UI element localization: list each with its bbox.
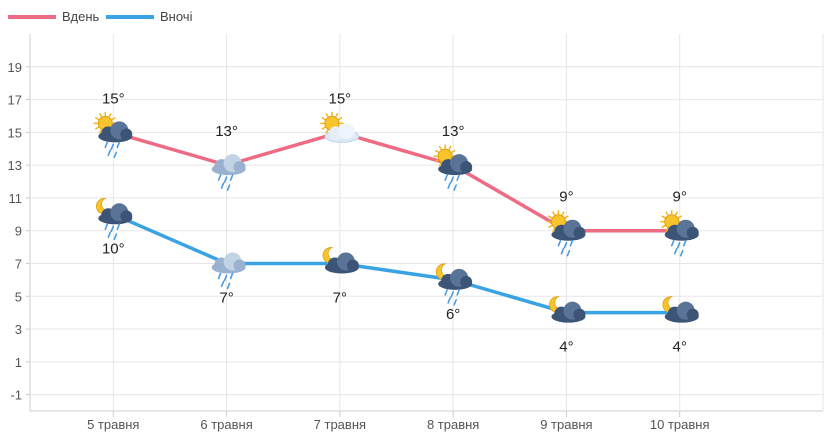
series-line-day[interactable]	[111, 130, 682, 233]
x-tick-label: 9 травня	[540, 417, 592, 432]
data-label-night: 7°	[333, 289, 347, 306]
x-tick-label: 10 травня	[650, 417, 710, 432]
legend-label-night[interactable]: Вночі	[160, 9, 193, 24]
data-label-day: 9°	[559, 189, 573, 206]
sun-cloud-rain-icon	[433, 144, 473, 191]
moon-cloud-rain-icon	[95, 197, 133, 241]
y-tick-label: 17	[8, 93, 22, 108]
data-label-night: 6°	[446, 306, 460, 323]
x-tick-label: 8 травня	[427, 417, 479, 432]
y-tick-label: 1	[15, 355, 22, 370]
legend-label-day[interactable]: Вдень	[62, 9, 100, 24]
sun-cloud-rain-icon	[93, 111, 133, 159]
y-tick-label: 7	[15, 256, 22, 271]
data-label-day: 13°	[442, 123, 465, 140]
x-tick-label: 5 травня	[87, 417, 139, 432]
moon-cloud-icon	[549, 296, 586, 323]
y-tick-label: -1	[10, 388, 22, 403]
data-label-night: 10°	[102, 240, 125, 257]
y-tick-label: 3	[15, 322, 22, 337]
sun-cloud-rain-icon	[546, 209, 586, 257]
sun-cloud-icon	[320, 111, 360, 143]
data-label-day: 15°	[102, 90, 125, 107]
data-label-night: 7°	[219, 289, 233, 306]
moon-cloud-icon	[662, 296, 699, 323]
chart-legend[interactable]: Вдень Вночі	[8, 9, 193, 24]
y-tick-label: 5	[15, 289, 22, 304]
y-tick-label: 11	[9, 191, 23, 206]
y-tick-label: 13	[8, 158, 22, 173]
data-label-day: 9°	[673, 189, 687, 206]
y-tick-label: 9	[15, 224, 22, 239]
x-tick-label: 7 травня	[314, 417, 366, 432]
data-label-night: 4°	[673, 339, 687, 356]
data-label-day: 13°	[215, 123, 238, 140]
cloud-rain-icon	[211, 154, 246, 191]
data-label-day: 15°	[329, 90, 352, 107]
y-tick-label: 19	[8, 60, 22, 75]
moon-cloud-rain-icon	[435, 263, 473, 306]
cloud-rain-icon	[211, 252, 246, 290]
x-tick-label: 6 травня	[200, 417, 252, 432]
data-label-night: 4°	[559, 339, 573, 356]
plot-area: 15° 13° 15° 13° 9° 9° 10° 7° 7° 6° 4° 4°	[93, 90, 699, 356]
moon-cloud-icon	[322, 247, 359, 274]
y-tick-label: 15	[8, 125, 22, 140]
sun-cloud-rain-icon	[659, 209, 699, 257]
series-line-night[interactable]	[111, 212, 682, 315]
